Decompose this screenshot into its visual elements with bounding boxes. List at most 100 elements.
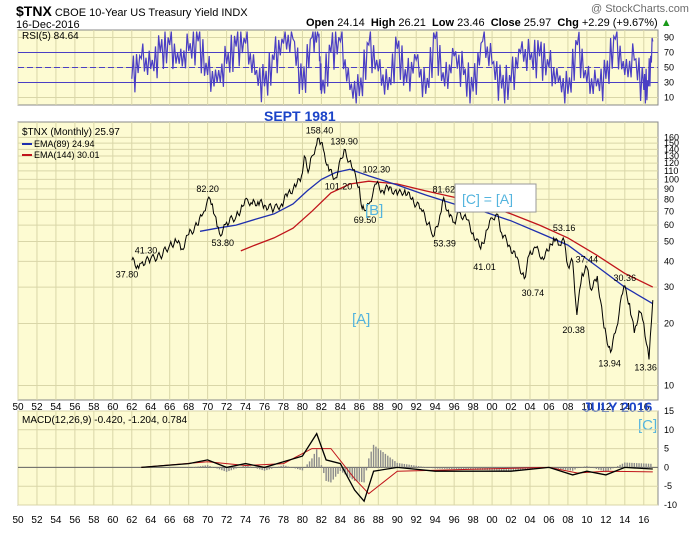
chart-date: 16-Dec-2016 [16, 19, 80, 31]
x-tick-label: 90 [392, 402, 404, 413]
annotation-sept-1981: SEPT 1981 [264, 108, 336, 124]
x-tick-label: 62 [126, 402, 138, 413]
price-tick-label: 130 [664, 151, 679, 161]
x-tick-label: 64 [145, 402, 157, 413]
rsi-tick-label: 90 [664, 33, 674, 43]
x-tick-label-macd: 08 [562, 515, 574, 526]
x-tick-label: 74 [240, 402, 252, 413]
x-tick-label: 54 [50, 402, 62, 413]
x-tick-label: 70 [202, 402, 214, 413]
price-tick-label: 100 [664, 174, 679, 184]
legend-price: $TNX (Monthly) 25.97 [22, 127, 120, 138]
macd-tick-label: 5 [664, 444, 669, 454]
x-tick-label-macd: 92 [411, 515, 423, 526]
x-tick-label: 16 [638, 402, 650, 413]
macd-title: MACD(12,26,9) -0.420, -1.204, 0.784 [22, 415, 188, 426]
x-tick-label-macd: 78 [278, 515, 290, 526]
instrument-name: CBOE 10-Year US Treasury Yield INDX [54, 7, 248, 19]
x-tick-label-macd: 12 [600, 515, 612, 526]
x-tick-label: 88 [373, 402, 385, 413]
x-tick-label-macd: 60 [107, 515, 119, 526]
x-tick-label-macd: 14 [619, 515, 631, 526]
x-tick-label-macd: 98 [468, 515, 480, 526]
x-tick-label: 86 [354, 402, 366, 413]
x-tick-label-macd: 04 [524, 515, 536, 526]
x-tick-label-macd: 02 [505, 515, 517, 526]
price-tick-label: 90 [664, 184, 674, 194]
rsi-tick-label: 30 [664, 78, 674, 88]
price-label: 13.94 [598, 359, 621, 369]
annotation-c-equals-a: [C] = [A] [462, 191, 513, 207]
x-tick-label-macd: 68 [183, 515, 195, 526]
price-label: 13.36 [634, 363, 657, 373]
x-tick-label: 98 [468, 402, 480, 413]
price-tick-label: 50 [664, 236, 674, 246]
price-tick-label: 70 [664, 206, 674, 216]
x-tick-label: 80 [297, 402, 309, 413]
x-tick-label: 56 [69, 402, 81, 413]
x-tick-label-macd: 52 [31, 515, 43, 526]
macd-tick-label: 10 [664, 425, 674, 435]
macd-tick-label: 15 [664, 406, 674, 416]
x-tick-label-macd: 80 [297, 515, 309, 526]
watermark: @ StockCharts.com [591, 3, 689, 15]
rsi-line [131, 31, 654, 104]
price-label: 41.01 [473, 262, 496, 272]
x-tick-label: 60 [107, 402, 119, 413]
x-tick-label: 58 [88, 402, 100, 413]
close-label: Close [490, 17, 521, 29]
up-triangle-icon: ▲ [660, 17, 672, 29]
annotation-box [454, 183, 537, 213]
x-tick-label: 02 [505, 402, 517, 413]
high-value: 26.21 [398, 17, 426, 29]
price-label: 20.38 [562, 325, 585, 335]
x-tick-label-macd: 06 [543, 515, 555, 526]
x-tick-label-macd: 96 [449, 515, 461, 526]
open-value: 24.14 [337, 17, 365, 29]
header-symbol-line: $TNX CBOE 10-Year US Treasury Yield INDX [16, 3, 248, 19]
x-tick-label-macd: 76 [259, 515, 271, 526]
x-tick-label: 00 [487, 402, 499, 413]
x-tick-label-macd: 10 [581, 515, 593, 526]
x-tick-label-macd: 66 [164, 515, 176, 526]
x-tick-label-macd: 54 [50, 515, 62, 526]
ema89-line [199, 168, 654, 305]
close-value: 25.97 [523, 17, 552, 29]
x-tick-label: 10 [581, 402, 593, 413]
x-tick-label-macd: 70 [202, 515, 214, 526]
price-tick-label: 10 [664, 380, 674, 390]
x-tick-label: 94 [430, 402, 442, 413]
x-tick-label-macd: 90 [392, 515, 404, 526]
price-tick-label: 30 [664, 282, 674, 292]
x-tick-label-macd: 64 [145, 515, 157, 526]
rsi-tick-label: 10 [664, 93, 674, 103]
price-label: 41.30 [135, 246, 158, 256]
x-tick-label: 14 [619, 402, 631, 413]
x-tick-label: 50 [12, 402, 24, 413]
price-tick-label: 20 [664, 318, 674, 328]
x-tick-label-macd: 88 [373, 515, 385, 526]
rsi-tick-label: 70 [664, 48, 674, 58]
rsi-title: RSI(5) 84.64 [22, 31, 79, 42]
x-tick-label-macd: 58 [88, 515, 100, 526]
legend-ema89: EMA(89) 24.94 [34, 139, 95, 149]
x-tick-label: 76 [259, 402, 271, 413]
x-tick-label: 82 [316, 402, 328, 413]
change-label: Chg [557, 17, 579, 29]
symbol: $TNX [16, 3, 52, 19]
price-tick-label: 120 [664, 158, 679, 168]
price-label: 69.50 [354, 215, 377, 225]
ohlc-readout: Open 24.14 High 26.21 Low 23.46 Close 25… [306, 17, 672, 29]
price-tick-label: 140 [664, 144, 679, 154]
price-label: 53.80 [212, 238, 235, 248]
price-label: 101.20 [325, 181, 353, 191]
x-tick-label-macd: 72 [221, 515, 233, 526]
x-tick-label-macd: 62 [126, 515, 138, 526]
price-label: 30.36 [614, 273, 637, 283]
open-label: Open [306, 17, 335, 29]
x-tick-label: 72 [221, 402, 233, 413]
macd-tick-label: -5 [664, 481, 672, 491]
x-tick-label-macd: 00 [487, 515, 499, 526]
